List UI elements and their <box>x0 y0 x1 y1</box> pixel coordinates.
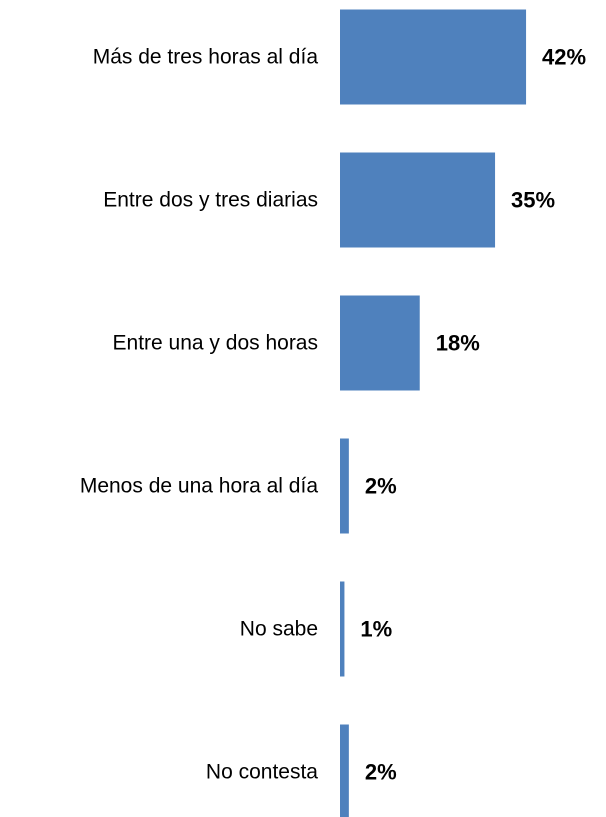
value-label-4: 2% <box>365 474 397 499</box>
category-label-3: Entre una y dos horas <box>113 332 318 355</box>
bar-5 <box>340 581 345 677</box>
bar-2 <box>340 152 496 248</box>
value-label-1: 42% <box>542 45 586 70</box>
value-label-3: 18% <box>436 331 480 356</box>
bar-4 <box>340 438 349 534</box>
value-label-2: 35% <box>511 188 555 213</box>
category-label-2: Entre dos y tres diarias <box>103 189 318 212</box>
category-label-6: No contesta <box>206 761 318 784</box>
value-label-6: 2% <box>365 760 397 785</box>
category-label-5: No sabe <box>240 618 318 641</box>
category-label-4: Menos de una hora al día <box>80 475 318 498</box>
bar-1 <box>340 9 527 105</box>
value-label-5: 1% <box>360 617 392 642</box>
category-label-1: Más de tres horas al día <box>93 46 319 69</box>
bar-3 <box>340 295 420 391</box>
bar-6 <box>340 724 349 817</box>
